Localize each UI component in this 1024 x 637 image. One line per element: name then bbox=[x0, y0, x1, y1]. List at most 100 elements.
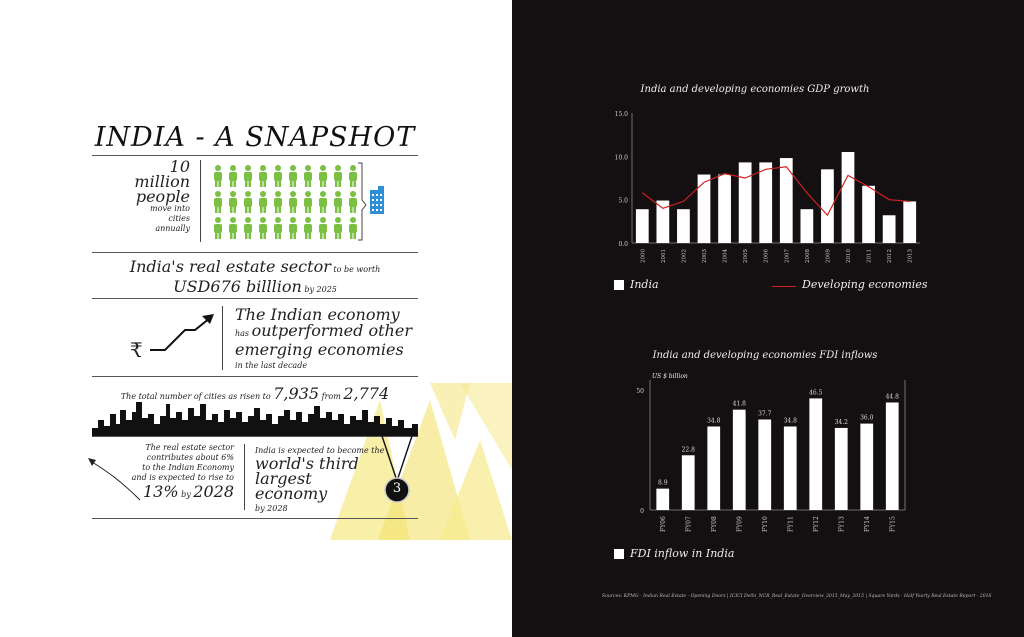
rupee-icon: ₹ bbox=[130, 338, 143, 362]
economy-line-1: The Indian economy bbox=[235, 305, 400, 324]
people-icons bbox=[214, 165, 357, 239]
fdi-bar bbox=[783, 426, 797, 510]
fdi-x-tick-label: FY15 bbox=[889, 516, 896, 532]
person-icon bbox=[244, 191, 252, 213]
real-estate-year: by 2025 bbox=[301, 285, 337, 294]
person-icon bbox=[319, 165, 327, 187]
fdi-x-tick-label: FY12 bbox=[813, 516, 820, 532]
fdi-bar bbox=[656, 488, 670, 510]
person-icon bbox=[304, 165, 312, 187]
fdi-data-label: 41.8 bbox=[733, 401, 747, 408]
person-icon bbox=[349, 165, 357, 187]
gdp-bar bbox=[635, 209, 649, 243]
yellow-triangles-decoration bbox=[330, 383, 512, 540]
gdp-x-tick-label: 2003 bbox=[702, 249, 708, 263]
third-line-3: largest economy bbox=[255, 469, 328, 503]
gdp-x-tick-label: 2011 bbox=[867, 249, 873, 263]
fdi-data-label: 36.0 bbox=[860, 415, 874, 422]
third-line-1: India is expected to become the bbox=[255, 446, 385, 455]
person-icon bbox=[214, 165, 222, 187]
fdi-x-tick-label: FY11 bbox=[787, 516, 794, 532]
cities-old: 2,774 bbox=[343, 384, 390, 403]
person-icon bbox=[244, 165, 252, 187]
cities-text-2: from bbox=[319, 392, 344, 401]
fdi-bar bbox=[732, 409, 746, 510]
person-icon bbox=[319, 217, 327, 239]
gdp-y-tick-label: 0.0 bbox=[618, 241, 628, 248]
fdi-data-label: 22.8 bbox=[682, 446, 696, 453]
fdi-x-tick-label: FY07 bbox=[685, 516, 692, 532]
person-icon bbox=[274, 217, 282, 239]
contrib-line-4: and is expected to rise to bbox=[131, 473, 234, 482]
real-estate-text-1: India's real estate sector bbox=[129, 257, 331, 276]
gdp-x-tick-label: 2012 bbox=[887, 249, 893, 263]
gdp-bar bbox=[882, 215, 896, 243]
divider bbox=[92, 298, 418, 299]
person-icon bbox=[319, 191, 327, 213]
fdi-x-tick-label: FY14 bbox=[864, 516, 871, 532]
gdp-bar bbox=[841, 152, 855, 243]
person-icon bbox=[259, 191, 267, 213]
third-line-2: world's third bbox=[255, 454, 359, 473]
fdi-y-tick-label: 50 bbox=[636, 388, 644, 395]
divider-vertical bbox=[222, 306, 223, 370]
legend-developing-swatch bbox=[772, 286, 796, 287]
contrib-line-3: to the Indian Economy bbox=[142, 463, 234, 472]
person-icon bbox=[259, 217, 267, 239]
medal-icon bbox=[381, 435, 413, 503]
legend-india-label: India bbox=[630, 278, 659, 291]
gdp-bar bbox=[779, 158, 793, 243]
divider bbox=[92, 518, 418, 519]
fdi-x-tick-label: FY10 bbox=[762, 516, 769, 532]
person-icon bbox=[274, 165, 282, 187]
gdp-bar bbox=[697, 174, 711, 243]
curved-arrow-icon bbox=[88, 458, 141, 501]
third-line-4: by 2028 bbox=[255, 504, 288, 513]
fdi-x-tick-label: FY08 bbox=[711, 516, 718, 532]
gdp-bar bbox=[759, 162, 773, 243]
person-icon bbox=[244, 217, 252, 239]
contrib-line-1: The real estate sector bbox=[145, 443, 234, 452]
gdp-x-tick-label: 2013 bbox=[908, 249, 914, 263]
contrib-line-2: contributes about 6% bbox=[146, 453, 234, 462]
divider bbox=[92, 436, 418, 437]
people-desc-2: annually bbox=[155, 224, 190, 233]
gdp-bar bbox=[738, 162, 752, 243]
economy-line-3: emerging economies bbox=[235, 340, 404, 359]
gdp-x-tick-label: 2000 bbox=[640, 249, 646, 263]
gdp-x-tick-label: 2001 bbox=[661, 249, 667, 263]
contrib-percent: 13% bbox=[142, 482, 179, 501]
person-icon bbox=[259, 165, 267, 187]
person-icon bbox=[349, 191, 357, 213]
person-icon bbox=[304, 217, 312, 239]
economy-line-2b: outperformed other bbox=[251, 321, 412, 340]
gdp-bar bbox=[800, 209, 814, 243]
legend-india-swatch bbox=[614, 280, 624, 290]
people-unit: million bbox=[134, 172, 190, 191]
gdp-bar bbox=[718, 174, 731, 243]
fdi-bar bbox=[860, 423, 874, 510]
person-icon bbox=[289, 191, 297, 213]
fdi-bar bbox=[885, 402, 899, 510]
cities-new: 7,935 bbox=[273, 384, 320, 403]
fdi-bar bbox=[707, 426, 721, 510]
gdp-bar bbox=[656, 200, 670, 243]
person-icon bbox=[214, 217, 222, 239]
fdi-data-label: 34.8 bbox=[784, 417, 798, 424]
fdi-data-label: 46.5 bbox=[809, 389, 823, 396]
fdi-bar bbox=[809, 398, 823, 510]
fdi-x-tick-label: FY13 bbox=[838, 516, 845, 532]
fdi-bar bbox=[681, 455, 695, 510]
people-word: people bbox=[135, 187, 190, 206]
person-icon bbox=[289, 165, 297, 187]
fdi-data-label: 44.8 bbox=[886, 393, 900, 400]
cities-stat: The total number of cities as risen to 7… bbox=[92, 384, 418, 403]
gdp-x-tick-label: 2004 bbox=[723, 249, 729, 263]
fdi-data-label: 34.8 bbox=[707, 417, 721, 424]
divider-vertical bbox=[200, 160, 201, 242]
gdp-developing-line bbox=[641, 166, 910, 217]
fdi-x-tick-label: FY06 bbox=[660, 516, 667, 532]
person-icon bbox=[349, 217, 357, 239]
gdp-y-tick-label: 10.0 bbox=[615, 154, 629, 161]
